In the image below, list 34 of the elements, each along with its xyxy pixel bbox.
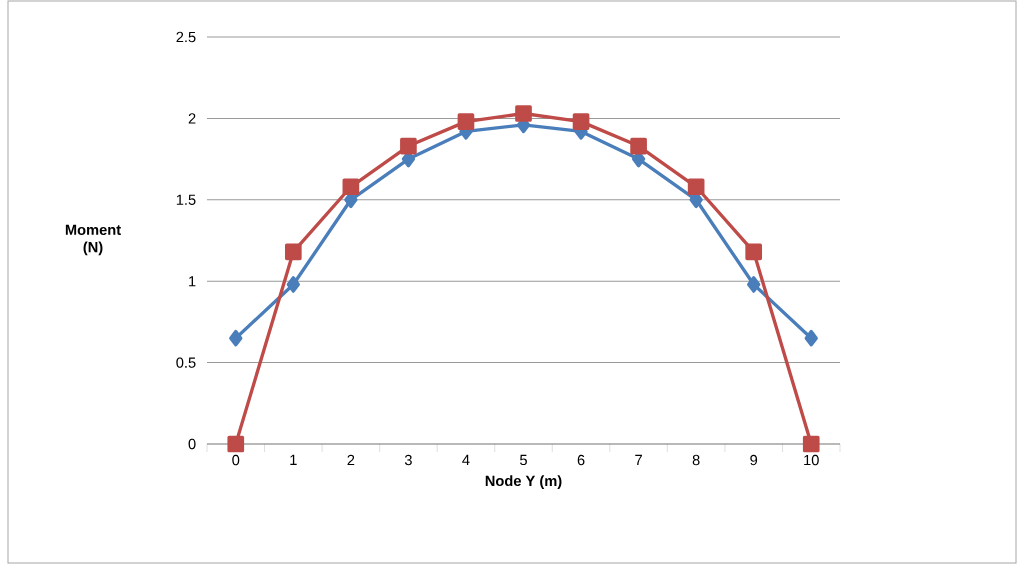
y-tick-label: 1.5 <box>176 194 196 205</box>
point <box>286 276 300 293</box>
y-axis-title: Moment (N) <box>65 224 121 256</box>
x-tick-label: 9 <box>750 454 758 466</box>
point <box>227 435 245 453</box>
y-tick-label: 2 <box>188 113 196 124</box>
point <box>400 137 417 155</box>
point <box>457 113 475 130</box>
y-tick-label: 0 <box>188 438 196 450</box>
x-tick-label: 3 <box>404 454 412 466</box>
point <box>342 178 360 196</box>
point <box>804 329 818 347</box>
x-axis-title: Node Y (m) <box>485 475 562 489</box>
point <box>630 137 647 155</box>
point <box>747 276 761 293</box>
point <box>284 243 302 261</box>
point <box>229 329 243 347</box>
y-tick-label: 2.5 <box>176 31 196 43</box>
x-tick-label: 7 <box>635 454 642 465</box>
x-tick-label: 10 <box>804 454 819 466</box>
x-tick-label: 6 <box>577 454 585 466</box>
x-tick-label: 1 <box>290 454 297 465</box>
x-tick-label: 0 <box>232 454 240 466</box>
point <box>745 243 763 261</box>
point <box>687 178 705 196</box>
x-tick-label: 8 <box>692 454 700 466</box>
x-tick-label: 5 <box>520 454 527 466</box>
point <box>515 105 532 122</box>
y-tick-label: 1 <box>189 276 196 287</box>
y-tick-label: 0.5 <box>176 357 196 368</box>
x-tick-label: 2 <box>347 454 355 466</box>
point <box>572 113 590 130</box>
x-tick-label: 4 <box>462 454 470 465</box>
point <box>802 435 820 453</box>
